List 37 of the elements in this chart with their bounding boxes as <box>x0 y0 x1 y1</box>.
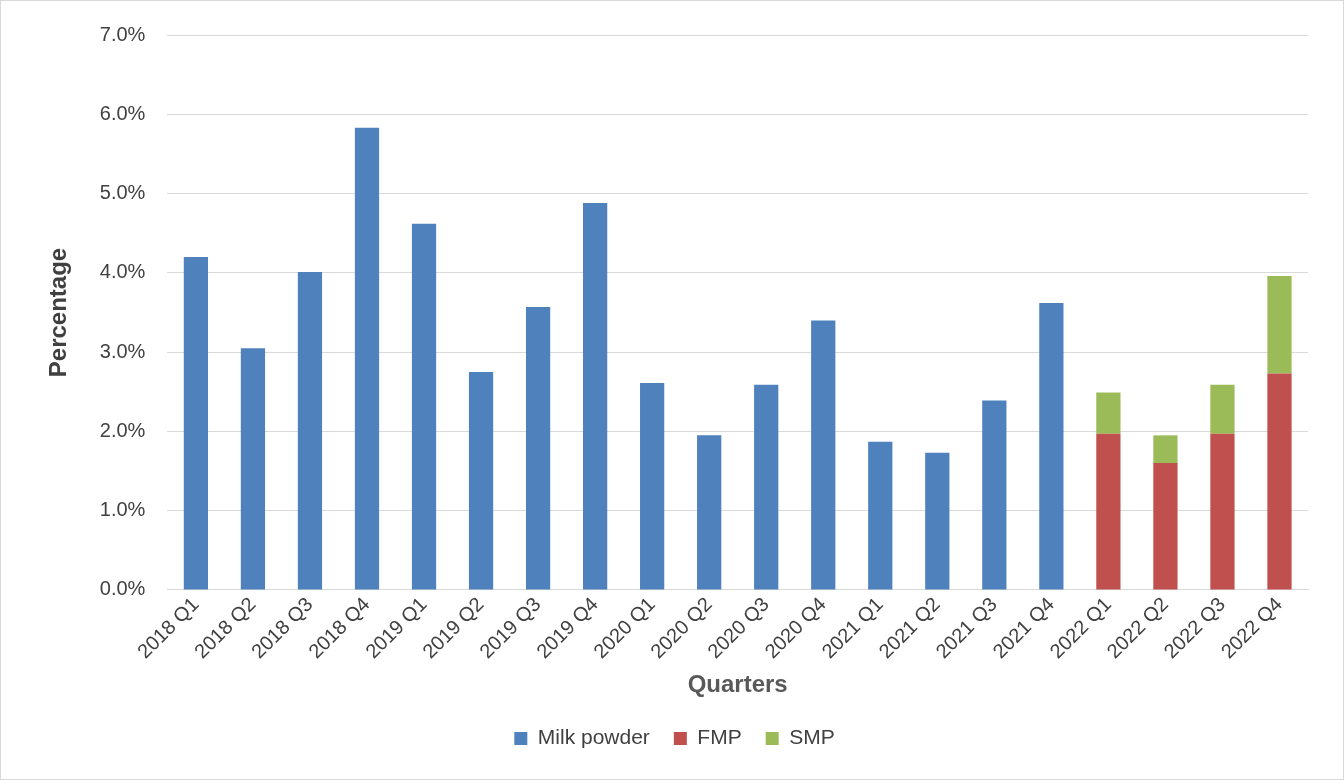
x-axis-title: Quarters <box>687 670 788 698</box>
bar <box>468 371 494 590</box>
bar <box>297 272 323 590</box>
y-tick-label: 0.0% <box>99 577 146 600</box>
bar <box>411 223 437 590</box>
bar <box>1153 435 1178 464</box>
y-tick-label: 4.0% <box>99 260 146 283</box>
bar <box>1039 302 1064 590</box>
y-tick-label: 5.0% <box>99 181 146 204</box>
bar <box>1267 276 1292 374</box>
bar <box>583 203 608 590</box>
y-axis-title: Percentage <box>44 247 72 378</box>
bar <box>354 127 380 590</box>
bar <box>525 306 551 590</box>
bar <box>982 400 1007 590</box>
y-tick-label: 6.0% <box>99 101 146 124</box>
bar <box>811 320 836 590</box>
y-tick-label: 3.0% <box>99 339 146 362</box>
bar <box>240 348 266 590</box>
bar <box>1210 433 1235 590</box>
bar <box>754 384 779 590</box>
legend-label: FMP <box>697 725 742 749</box>
y-tick-label: 2.0% <box>99 418 146 441</box>
bar <box>1210 384 1235 434</box>
bar <box>697 435 722 590</box>
legend-label: SMP <box>789 725 835 749</box>
bar <box>925 452 950 590</box>
y-tick-label: 1.0% <box>99 498 146 521</box>
bar <box>183 256 209 590</box>
bar <box>1096 433 1121 590</box>
bar <box>1267 373 1292 590</box>
bar <box>1096 392 1121 434</box>
bar <box>640 383 665 590</box>
legend-label: Milk powder <box>537 725 650 749</box>
bar <box>1153 463 1178 590</box>
y-tick-label: 7.0% <box>99 22 146 45</box>
bar <box>868 441 893 590</box>
